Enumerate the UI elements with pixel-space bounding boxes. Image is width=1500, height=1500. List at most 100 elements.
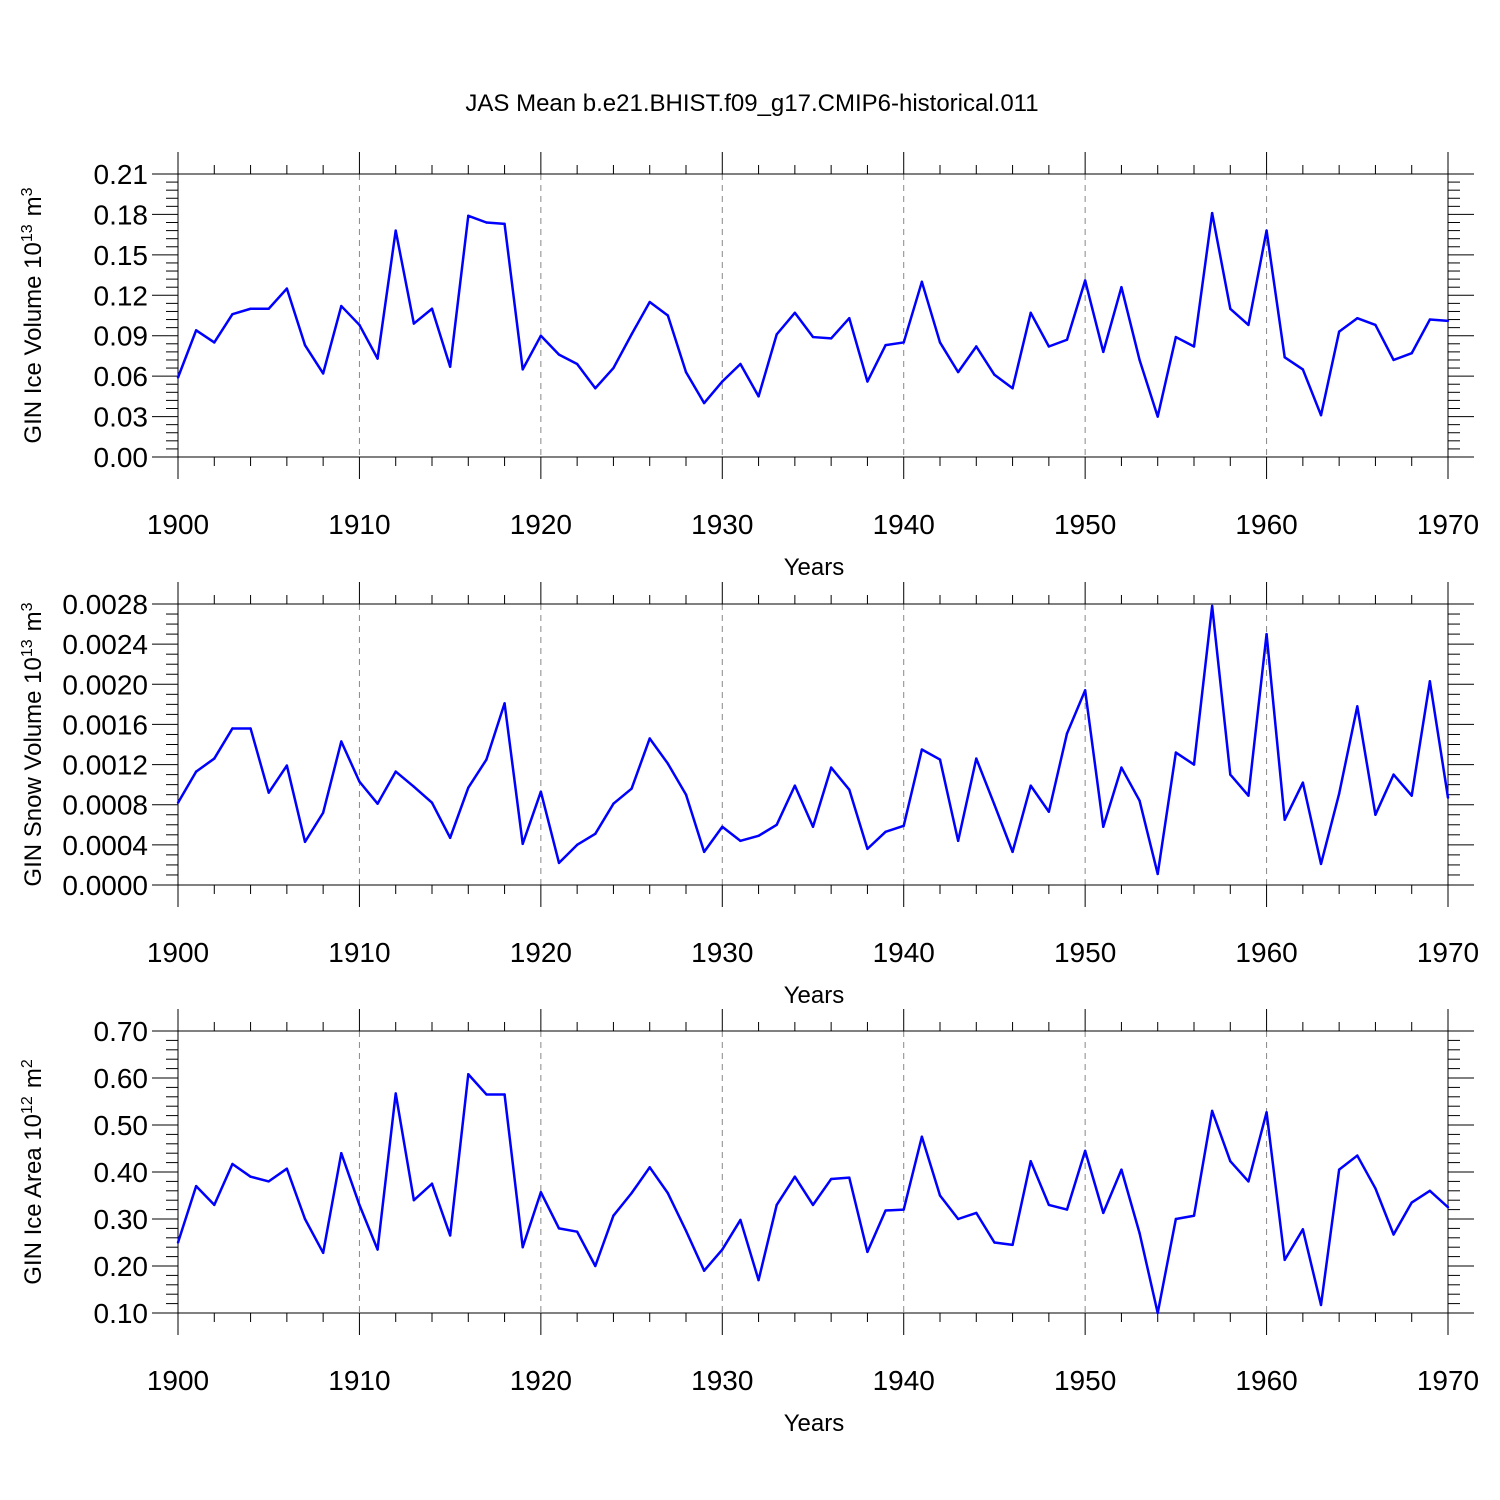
x-tick-label: 1960 bbox=[1235, 1365, 1297, 1396]
data-point bbox=[1283, 818, 1286, 821]
x-tick-label: 1910 bbox=[328, 509, 390, 540]
y-tick-label: 0.10 bbox=[94, 1298, 149, 1329]
y-axis-label-ylabel: GIN Ice Volume 10 bbox=[20, 242, 47, 443]
data-point bbox=[993, 1241, 996, 1244]
data-point bbox=[666, 762, 670, 765]
data-point bbox=[902, 824, 905, 827]
data-point bbox=[1174, 335, 1178, 339]
data-point bbox=[194, 1184, 198, 1188]
data-point bbox=[430, 1182, 434, 1185]
data-point bbox=[1210, 211, 1214, 215]
data-point bbox=[848, 1176, 851, 1179]
data-point bbox=[956, 370, 960, 374]
data-point bbox=[285, 287, 289, 290]
data-point bbox=[503, 1093, 506, 1096]
data-point bbox=[176, 376, 180, 379]
data-point bbox=[1301, 368, 1305, 371]
data-point bbox=[340, 304, 343, 308]
data-point bbox=[721, 825, 724, 828]
x-axis-label: Years bbox=[784, 1410, 845, 1437]
data-point bbox=[648, 1166, 651, 1169]
data-point bbox=[1392, 358, 1395, 362]
data-point bbox=[1138, 358, 1141, 362]
data-point bbox=[829, 766, 833, 769]
x-tick-label: 1900 bbox=[147, 1365, 209, 1396]
x-tick-label: 1900 bbox=[147, 509, 209, 540]
data-point bbox=[811, 335, 815, 339]
data-point bbox=[430, 801, 434, 804]
data-point bbox=[1410, 352, 1413, 355]
data-point bbox=[1446, 1206, 1450, 1209]
data-point bbox=[684, 370, 688, 374]
data-point bbox=[1156, 1311, 1159, 1315]
y-axis-label-ylabel-unit-power: 3 bbox=[19, 602, 36, 611]
x-tick-label: 1940 bbox=[873, 937, 935, 968]
x-tick-label: 1940 bbox=[873, 509, 935, 540]
data-point bbox=[539, 1191, 543, 1194]
x-tick-label: 1920 bbox=[510, 509, 572, 540]
data-point bbox=[1083, 279, 1087, 282]
panels: 1900 1910 1920 1930 1940 1950 1960 1970 Years 0.0… bbox=[19, 152, 1479, 1437]
data-point bbox=[956, 839, 960, 843]
data-point bbox=[1065, 1208, 1069, 1211]
data-point bbox=[249, 1175, 252, 1178]
data-point bbox=[1120, 1168, 1123, 1171]
data-point bbox=[938, 1194, 942, 1197]
data-point bbox=[1265, 1111, 1268, 1114]
data-point bbox=[811, 1203, 815, 1207]
data-point bbox=[213, 1203, 216, 1207]
data-point bbox=[176, 1241, 180, 1244]
x-tick-label: 1970 bbox=[1417, 937, 1479, 968]
data-point bbox=[376, 802, 379, 805]
chart-panel-1: 1900 1910 1920 1930 1940 1950 1960 1970 Years 0.0… bbox=[19, 152, 1479, 581]
x-axis-label: Years bbox=[784, 554, 845, 581]
data-point bbox=[1174, 1217, 1178, 1221]
data-point bbox=[1337, 1168, 1341, 1171]
data-point bbox=[521, 1246, 524, 1249]
data-point bbox=[1102, 825, 1105, 828]
data-point bbox=[1011, 850, 1014, 854]
data-point bbox=[194, 329, 198, 332]
data-point bbox=[612, 1214, 615, 1217]
data-point bbox=[956, 1217, 960, 1221]
data-point bbox=[648, 737, 651, 740]
x-tick-label: 1930 bbox=[691, 1365, 753, 1396]
y-axis-label-ylabel-exponent: 13 bbox=[19, 224, 36, 242]
data-point bbox=[721, 380, 724, 383]
y-tick-label: 0.12 bbox=[94, 280, 149, 311]
data-point bbox=[630, 333, 633, 336]
data-point bbox=[630, 787, 633, 790]
y-axis-label-ylabel-unit: m bbox=[20, 1068, 47, 1088]
data-point bbox=[1356, 705, 1359, 708]
data-point bbox=[775, 823, 778, 826]
data-point bbox=[702, 1269, 706, 1272]
data-point bbox=[213, 341, 216, 344]
y-tick-label: 0.09 bbox=[94, 321, 149, 352]
data-point bbox=[1065, 732, 1069, 735]
y-axis-label-ylabel-unit: m bbox=[20, 196, 47, 216]
data-point bbox=[521, 368, 524, 371]
data-point bbox=[975, 757, 978, 760]
data-point bbox=[1265, 229, 1268, 232]
data-point bbox=[684, 1229, 688, 1232]
y-axis-label: GIN Snow Volume 1013 m3 bbox=[19, 602, 47, 886]
data-point bbox=[1301, 781, 1305, 784]
data-point bbox=[721, 1248, 724, 1251]
data-point bbox=[702, 401, 706, 405]
data-point bbox=[829, 337, 833, 340]
chart-panel-2: 1900 1910 1920 1930 1940 1950 1960 1970 Years 0.0… bbox=[19, 582, 1479, 1009]
data-point bbox=[1120, 766, 1123, 769]
data-point bbox=[1047, 1203, 1051, 1207]
y-tick-label: 0.30 bbox=[94, 1204, 149, 1235]
data-point bbox=[866, 380, 869, 383]
data-point bbox=[594, 1264, 597, 1268]
x-tick-label: 1910 bbox=[328, 937, 390, 968]
data-series-line bbox=[176, 211, 1449, 418]
x-tick-label: 1900 bbox=[147, 937, 209, 968]
y-axis-label-ylabel: GIN Snow Volume 10 bbox=[20, 657, 47, 886]
data-point bbox=[485, 1093, 488, 1096]
y-tick-label: 0.18 bbox=[94, 199, 149, 230]
y-tick-label: 0.60 bbox=[94, 1063, 149, 1094]
data-point bbox=[1283, 1258, 1286, 1262]
